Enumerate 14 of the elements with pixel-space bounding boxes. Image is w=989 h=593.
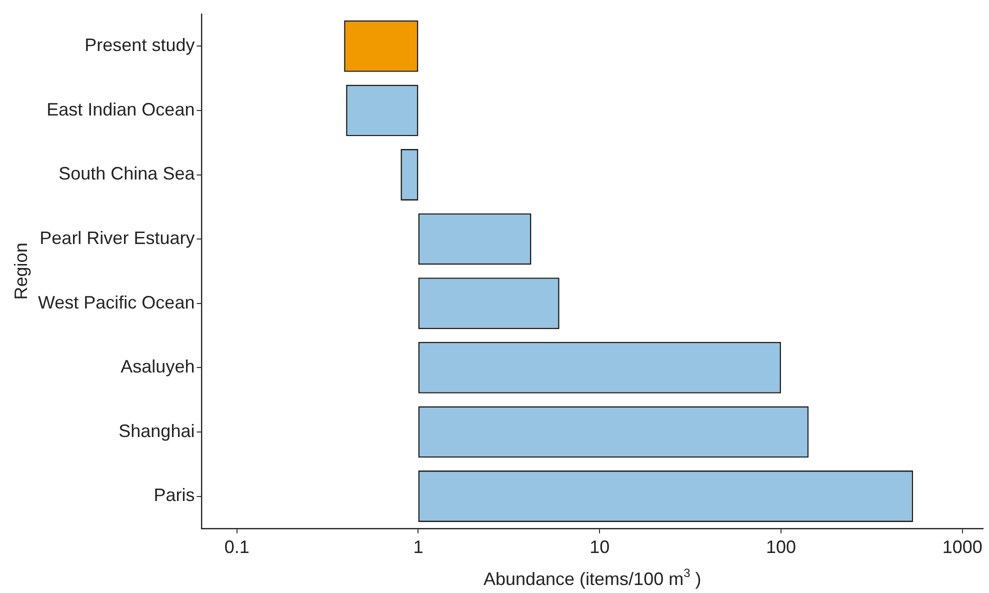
- y-tick-label: Paris: [154, 485, 195, 506]
- y-tick-label: Shanghai: [118, 420, 195, 441]
- y-tick-label: East Indian Ocean: [46, 99, 195, 120]
- y-tick-label: Asaluyeh: [120, 356, 195, 377]
- y-tick-label: Present study: [84, 35, 195, 56]
- x-tick-label: 100: [766, 537, 796, 558]
- y-axis-title: Region: [10, 242, 31, 300]
- x-tick-label: 0.1: [224, 537, 250, 558]
- y-tick-label: Pearl River Estuary: [40, 228, 195, 248]
- x-tick-label: 10: [590, 537, 610, 558]
- x-tick-label: 1: [413, 537, 424, 558]
- y-tick-label: South China Sea: [58, 164, 196, 184]
- y-tick-label: West Pacific Ocean: [38, 292, 195, 312]
- x-tick-label: 1000: [942, 537, 982, 558]
